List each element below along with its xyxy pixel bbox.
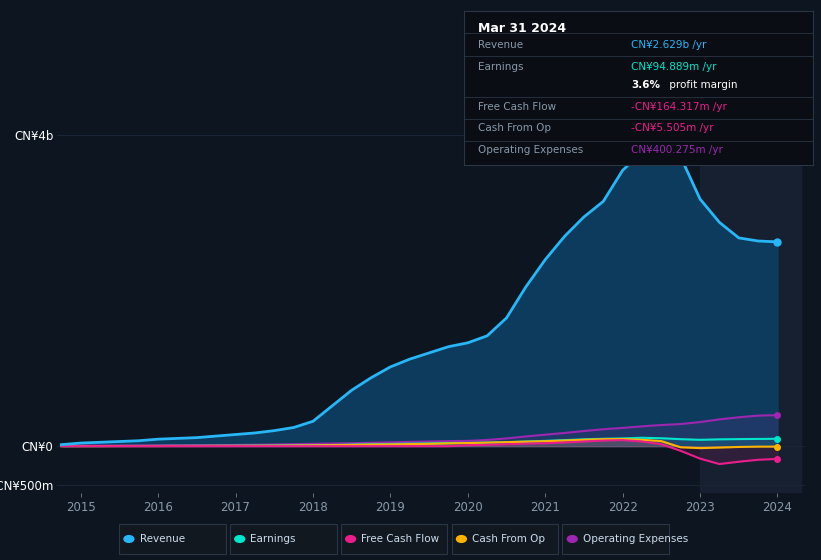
Text: profit margin: profit margin <box>667 80 738 90</box>
Text: Earnings: Earnings <box>478 62 523 72</box>
Text: CN¥400.275m /yr: CN¥400.275m /yr <box>631 145 723 155</box>
Text: Mar 31 2024: Mar 31 2024 <box>478 22 566 35</box>
Text: 3.6%: 3.6% <box>631 80 660 90</box>
Text: Revenue: Revenue <box>140 534 185 544</box>
Text: Cash From Op: Cash From Op <box>478 123 551 133</box>
Text: Operating Expenses: Operating Expenses <box>583 534 688 544</box>
Text: Free Cash Flow: Free Cash Flow <box>478 102 556 111</box>
Text: CN¥2.629b /yr: CN¥2.629b /yr <box>631 40 707 50</box>
Text: Free Cash Flow: Free Cash Flow <box>361 534 439 544</box>
Text: Operating Expenses: Operating Expenses <box>478 145 583 155</box>
Text: Cash From Op: Cash From Op <box>472 534 545 544</box>
Text: -CN¥164.317m /yr: -CN¥164.317m /yr <box>631 102 727 111</box>
Text: CN¥94.889m /yr: CN¥94.889m /yr <box>631 62 717 72</box>
Text: Earnings: Earnings <box>250 534 296 544</box>
Text: -CN¥5.505m /yr: -CN¥5.505m /yr <box>631 123 713 133</box>
Bar <box>700 112 800 493</box>
Text: Revenue: Revenue <box>478 40 523 50</box>
